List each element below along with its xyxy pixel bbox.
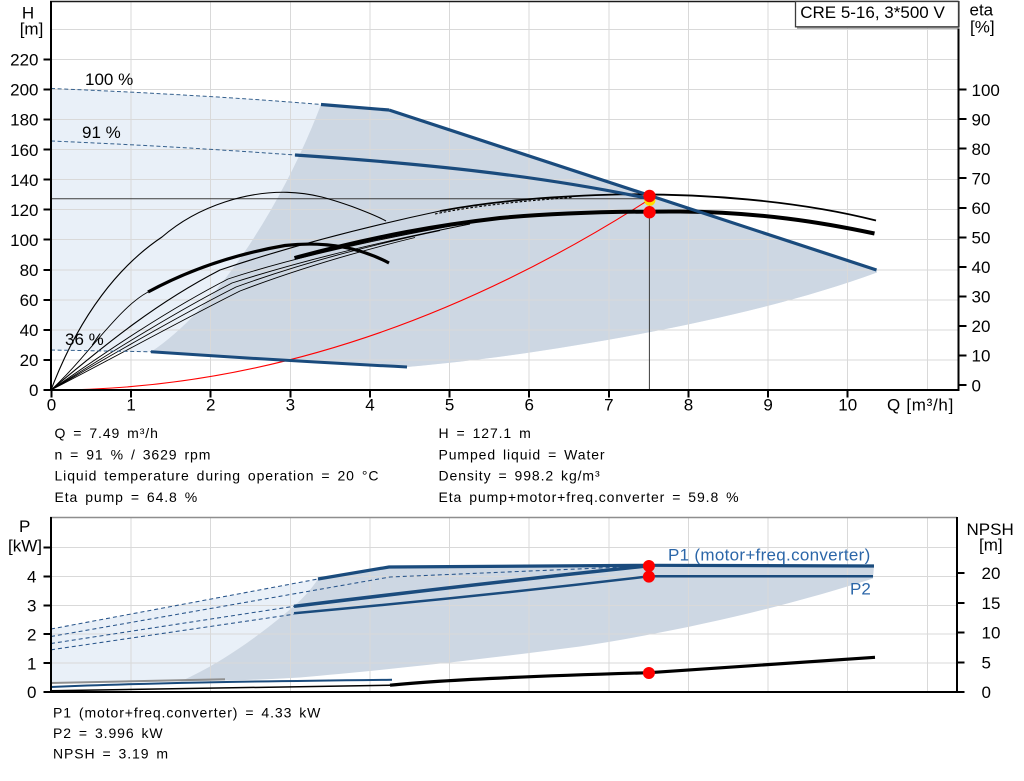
svg-text:9: 9 xyxy=(763,396,772,415)
svg-text:100 %: 100 % xyxy=(85,70,133,89)
svg-text:Eta pump = 64.8 %: Eta pump = 64.8 % xyxy=(55,489,199,505)
svg-text:P: P xyxy=(19,517,30,536)
svg-text:0: 0 xyxy=(982,683,991,702)
svg-text:140: 140 xyxy=(10,171,38,190)
svg-text:100: 100 xyxy=(972,81,1000,100)
svg-text:220: 220 xyxy=(10,51,38,70)
svg-text:3: 3 xyxy=(286,396,295,415)
svg-text:36 %: 36 % xyxy=(65,330,104,349)
svg-text:2: 2 xyxy=(206,396,215,415)
svg-text:30: 30 xyxy=(972,288,991,307)
svg-text:91 %: 91 % xyxy=(82,123,121,142)
svg-text:n = 91 % / 3629 rpm: n = 91 % / 3629 rpm xyxy=(55,446,212,462)
svg-text:6: 6 xyxy=(524,396,533,415)
svg-text:P2 = 3.996 kW: P2 = 3.996 kW xyxy=(53,725,164,741)
svg-text:80: 80 xyxy=(20,261,39,280)
svg-text:Pumped liquid = Water: Pumped liquid = Water xyxy=(439,446,606,462)
svg-text:[m]: [m] xyxy=(979,536,1003,555)
svg-text:50: 50 xyxy=(972,229,991,248)
svg-text:NPSH: NPSH xyxy=(967,520,1014,539)
svg-text:0: 0 xyxy=(27,683,36,702)
svg-text:15: 15 xyxy=(982,594,1001,613)
svg-text:100: 100 xyxy=(10,231,38,250)
svg-text:H = 127.1 m: H = 127.1 m xyxy=(439,425,532,441)
svg-text:Q [m³/h]: Q [m³/h] xyxy=(887,396,954,415)
svg-text:20: 20 xyxy=(20,351,39,370)
svg-text:10: 10 xyxy=(838,396,857,415)
svg-text:0: 0 xyxy=(972,376,981,395)
svg-text:10: 10 xyxy=(972,347,991,366)
svg-text:40: 40 xyxy=(972,258,991,277)
svg-text:[m]: [m] xyxy=(20,20,44,39)
svg-text:90: 90 xyxy=(972,110,991,129)
svg-text:120: 120 xyxy=(10,201,38,220)
svg-text:0: 0 xyxy=(47,396,56,415)
svg-text:[%]: [%] xyxy=(970,18,995,37)
svg-text:eta: eta xyxy=(970,1,994,20)
svg-text:Eta pump+motor+freq.converter: Eta pump+motor+freq.converter = 59.8 % xyxy=(439,489,740,505)
svg-text:60: 60 xyxy=(20,291,39,310)
svg-text:H: H xyxy=(22,4,34,23)
svg-text:P2: P2 xyxy=(850,580,871,599)
svg-text:70: 70 xyxy=(972,169,991,188)
svg-text:200: 200 xyxy=(10,81,38,100)
svg-text:Density = 998.2 kg/m³: Density = 998.2 kg/m³ xyxy=(439,468,601,484)
svg-text:Q = 7.49 m³/h: Q = 7.49 m³/h xyxy=(55,425,159,441)
svg-text:40: 40 xyxy=(20,321,39,340)
svg-text:1: 1 xyxy=(27,654,36,673)
svg-text:2: 2 xyxy=(27,625,36,644)
svg-text:180: 180 xyxy=(10,111,38,130)
svg-text:[kW]: [kW] xyxy=(8,537,42,556)
svg-text:7: 7 xyxy=(604,396,613,415)
svg-text:8: 8 xyxy=(684,396,693,415)
svg-text:4: 4 xyxy=(27,568,36,587)
svg-text:5: 5 xyxy=(445,396,454,415)
svg-text:20: 20 xyxy=(982,564,1001,583)
svg-text:P1 (motor+freq.converter) = 4.: P1 (motor+freq.converter) = 4.33 kW xyxy=(53,705,321,721)
svg-text:CRE 5-16, 3*500 V: CRE 5-16, 3*500 V xyxy=(800,3,945,22)
svg-text:5: 5 xyxy=(982,654,991,673)
svg-text:60: 60 xyxy=(972,199,991,218)
svg-text:20: 20 xyxy=(972,317,991,336)
svg-text:4: 4 xyxy=(365,396,374,415)
svg-text:NPSH = 3.19 m: NPSH = 3.19 m xyxy=(53,746,169,762)
svg-text:3: 3 xyxy=(27,597,36,616)
svg-text:80: 80 xyxy=(972,140,991,159)
svg-text:10: 10 xyxy=(982,624,1001,643)
svg-text:0: 0 xyxy=(29,381,38,400)
svg-text:1: 1 xyxy=(126,396,135,415)
svg-text:160: 160 xyxy=(10,141,38,160)
svg-text:P1 (motor+freq.converter): P1 (motor+freq.converter) xyxy=(668,546,871,565)
svg-text:Liquid temperature during oper: Liquid temperature during operation = 20… xyxy=(55,468,380,484)
